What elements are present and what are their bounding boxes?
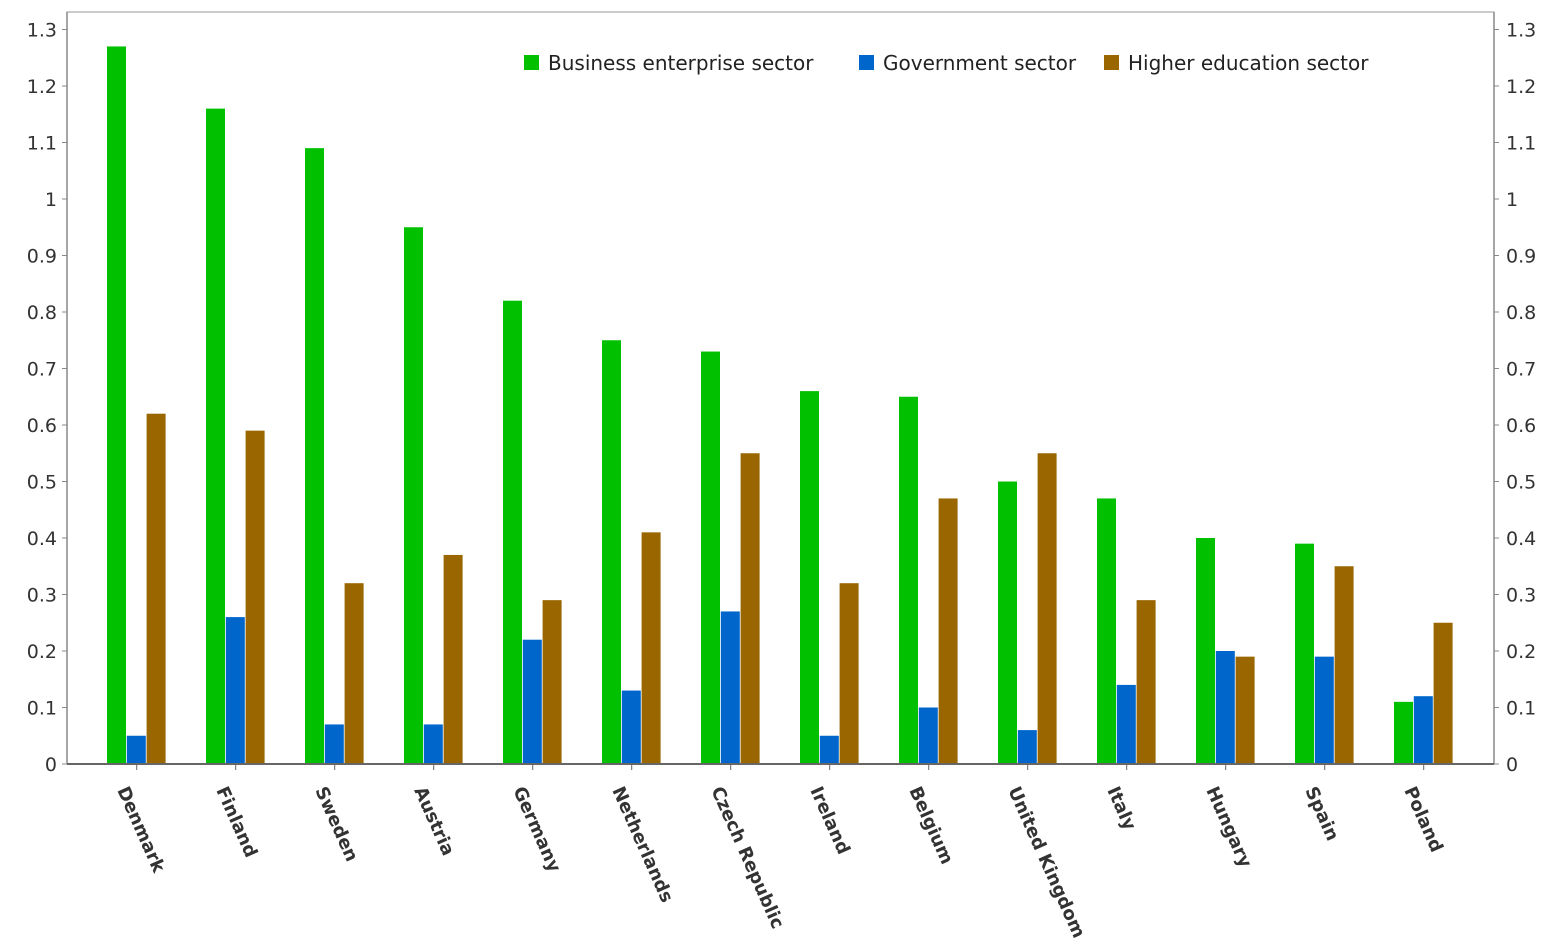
x-tick-label: Hungary <box>1201 783 1255 871</box>
bar <box>305 148 324 764</box>
bar <box>206 108 225 765</box>
x-tick-label: Belgium <box>904 783 957 867</box>
bar <box>998 481 1017 764</box>
bar <box>800 391 819 764</box>
bar <box>1413 696 1433 764</box>
x-tick-label: Germany <box>508 783 564 875</box>
bars <box>107 46 1453 765</box>
bar <box>701 351 720 764</box>
legend-swatch <box>1104 55 1119 70</box>
bar <box>720 611 740 764</box>
x-tick-label: Spain <box>1300 783 1342 844</box>
legend-swatch <box>859 55 874 70</box>
bar <box>225 617 245 764</box>
y-tick-label-right: 0.3 <box>1506 585 1536 607</box>
y-tick-label-left: 0.8 <box>27 302 57 324</box>
y-tick-label-left: 0.3 <box>27 585 57 607</box>
x-tick-label: Sweden <box>310 783 362 864</box>
y-tick-label-left: 0.7 <box>27 359 57 381</box>
bar <box>146 413 166 764</box>
bar <box>1334 566 1354 764</box>
bar <box>938 498 958 764</box>
bar <box>1235 656 1255 764</box>
bar <box>1136 600 1156 764</box>
x-tick-label: Denmark <box>112 783 169 876</box>
legend-label: Business enterprise sector <box>548 51 814 75</box>
bar <box>404 227 423 764</box>
bar <box>641 532 661 764</box>
x-tick-label: Finland <box>211 783 261 860</box>
x-tick-label: Poland <box>1399 783 1446 855</box>
legend-label: Government sector <box>883 51 1077 75</box>
bar <box>324 724 344 764</box>
bar <box>542 600 562 764</box>
legend-swatch <box>524 55 539 70</box>
bar <box>1215 651 1235 764</box>
bar <box>1116 684 1136 764</box>
x-tick-label: Austria <box>409 783 458 858</box>
bar <box>107 46 126 764</box>
x-tick-label: Czech Republic <box>706 783 788 932</box>
bar <box>1295 543 1314 764</box>
y-tick-label-right: 0.7 <box>1506 359 1536 381</box>
y-tick-label-right: 0.5 <box>1506 472 1536 494</box>
category-labels: Denmark Finland Sweden Austria Germany Nether… <box>112 783 1446 941</box>
y-tick-label-right: 1.1 <box>1506 133 1536 155</box>
bar <box>344 583 364 764</box>
y-tick-label-left: 0.6 <box>27 415 57 437</box>
bar <box>918 707 938 764</box>
x-tick-label: Ireland <box>805 783 853 857</box>
y-tick-label-right: 0.1 <box>1506 698 1536 720</box>
y-tick-label-right: 1.2 <box>1506 76 1536 98</box>
legend-label: Higher education sector <box>1128 51 1369 75</box>
y-tick-label-left: 0.5 <box>27 472 57 494</box>
x-tick-label: Netherlands <box>607 783 677 905</box>
bar <box>126 735 146 764</box>
bar <box>1097 498 1116 764</box>
bar <box>245 430 265 764</box>
bar <box>1314 656 1334 764</box>
bar <box>740 453 760 764</box>
plot-area <box>66 11 1495 765</box>
y-tick-label-right: 0.9 <box>1506 246 1536 268</box>
plot-frame <box>66 11 1495 765</box>
y-tick-label-right: 1 <box>1506 189 1518 211</box>
y-tick-label-left: 1.1 <box>27 133 57 155</box>
y-tick-label-left: 0.9 <box>27 246 57 268</box>
y-tick-label-left: 1.2 <box>27 76 57 98</box>
legend: Business enterprise sector Government sec… <box>524 51 1369 75</box>
y-tick-label-left: 0 <box>45 754 57 776</box>
y-tick-label-right: 0.6 <box>1506 415 1536 437</box>
bar <box>423 724 443 764</box>
bar <box>1433 622 1453 764</box>
bar <box>1196 538 1215 764</box>
x-tick-label: United Kingdom <box>1003 783 1089 941</box>
y-tick-label-right: 0.2 <box>1506 641 1536 663</box>
bar <box>602 340 621 764</box>
bar <box>839 583 859 764</box>
y-tick-label-left: 1.3 <box>27 20 57 42</box>
bar <box>899 396 918 764</box>
bar <box>503 300 522 764</box>
x-tick-label: Italy <box>1102 783 1140 833</box>
y-tick-label-left: 0.2 <box>27 641 57 663</box>
y-tick-label-left: 1 <box>45 189 57 211</box>
y-tick-label-right: 0.8 <box>1506 302 1536 324</box>
y-tick-label-right: 1.3 <box>1506 20 1536 42</box>
bar <box>621 690 641 764</box>
axes: 0 0 0.1 0.1 0.2 0.2 0.3 0.3 0.4 0.4 0.5 0.5 0.6 0.6 0.… <box>27 12 1536 776</box>
bar <box>1017 730 1037 764</box>
bar <box>819 735 839 764</box>
bar <box>522 639 542 764</box>
y-tick-label-right: 0 <box>1506 754 1518 776</box>
bar <box>1394 701 1413 764</box>
bar <box>1037 453 1057 764</box>
y-tick-label-left: 0.1 <box>27 698 57 720</box>
bar <box>443 554 463 764</box>
y-tick-label-left: 0.4 <box>27 528 57 550</box>
y-tick-label-right: 0.4 <box>1506 528 1536 550</box>
